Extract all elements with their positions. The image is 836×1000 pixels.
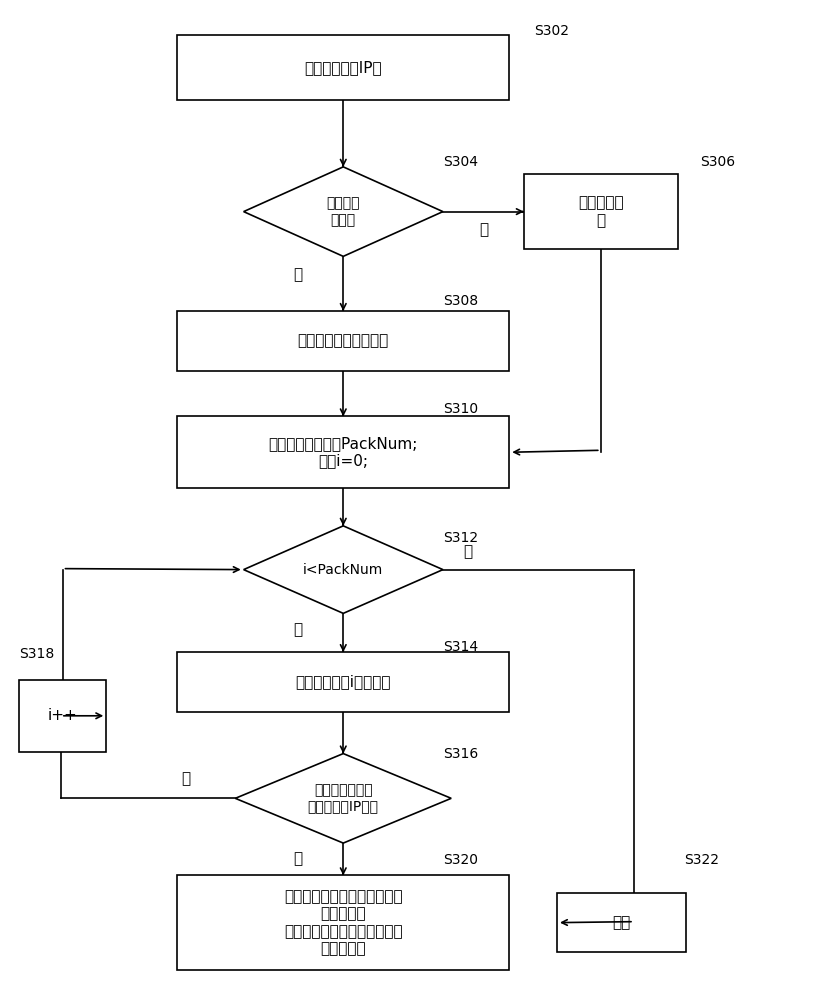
Text: 缓存队列
是否满: 缓存队列 是否满 [327,197,360,227]
Text: 丢弃此包数
据: 丢弃此包数 据 [578,195,624,228]
FancyBboxPatch shape [177,875,509,970]
Text: 将数据包从队列取出，发往后
续模块处理
将此包归属终端令牌数削减掉
此包长大小: 将数据包从队列取出，发往后 续模块处理 将此包归属终端令牌数削减掉 此包长大小 [284,889,403,956]
Text: 否: 否 [181,771,190,786]
Text: 是: 是 [293,851,302,866]
Text: S308: S308 [443,294,478,308]
FancyBboxPatch shape [524,174,677,249]
Text: 结束: 结束 [612,915,630,930]
Text: 否: 否 [463,544,472,559]
Text: S314: S314 [443,640,478,654]
Polygon shape [235,754,451,843]
Text: S312: S312 [443,531,478,545]
Text: 基站收到终端IP包: 基站收到终端IP包 [304,60,382,75]
Text: 是: 是 [479,222,488,237]
Text: S318: S318 [19,647,54,661]
Text: S310: S310 [443,402,478,416]
FancyBboxPatch shape [177,35,509,100]
Text: S316: S316 [443,747,478,761]
Text: 读取队列数据包数PackNum;
设置i=0;: 读取队列数据包数PackNum; 设置i=0; [268,436,418,468]
FancyBboxPatch shape [19,680,106,752]
Text: S322: S322 [684,853,719,867]
FancyBboxPatch shape [557,893,686,952]
Text: S306: S306 [701,155,736,169]
FancyBboxPatch shape [177,416,509,488]
Text: i++: i++ [48,708,78,723]
FancyBboxPatch shape [177,652,509,712]
Text: 此包归属终端的
令牌数大于IP包长: 此包归属终端的 令牌数大于IP包长 [308,783,379,813]
FancyBboxPatch shape [177,311,509,371]
Text: S304: S304 [443,155,478,169]
Text: 否: 否 [293,267,302,282]
Text: 将数据包放至缓存队列: 将数据包放至缓存队列 [298,333,389,348]
Text: i<PackNum: i<PackNum [303,563,384,577]
Polygon shape [243,167,443,256]
Text: 是: 是 [293,622,302,637]
Text: 遍历队列中第i个数据包: 遍历队列中第i个数据包 [295,674,391,689]
Text: S320: S320 [443,853,478,867]
Polygon shape [243,526,443,613]
Text: S302: S302 [534,24,569,38]
